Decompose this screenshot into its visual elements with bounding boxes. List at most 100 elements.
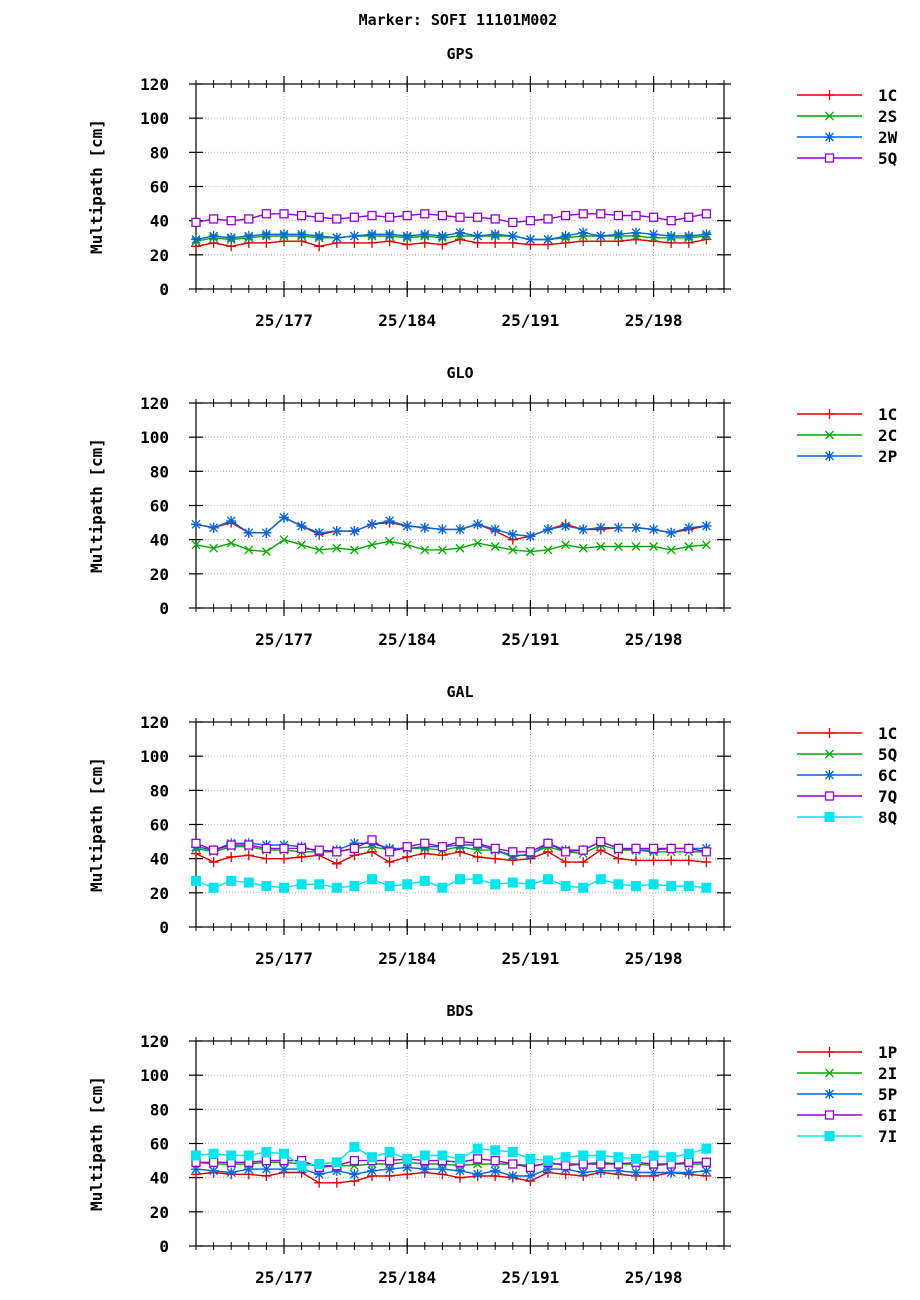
data-point	[261, 1155, 272, 1166]
data-point	[543, 214, 553, 224]
legend-label: 1C	[878, 86, 897, 105]
data-point	[402, 521, 413, 531]
data-point	[490, 1145, 501, 1156]
data-point	[631, 227, 641, 238]
y-tick-label: 80	[150, 462, 169, 481]
legend-marker	[824, 1110, 835, 1120]
data-point	[279, 512, 289, 523]
data-point	[261, 843, 272, 854]
panel-title-bds: BDS	[446, 1002, 473, 1020]
data-point	[332, 214, 342, 224]
data-point	[525, 234, 536, 245]
data-point	[226, 840, 236, 850]
data-point	[367, 1152, 377, 1163]
data-point	[648, 1159, 659, 1169]
y-tick-label: 20	[150, 246, 169, 265]
data-point	[437, 1164, 448, 1175]
series-line	[195, 238, 707, 248]
data-point	[279, 1148, 289, 1159]
data-point	[367, 846, 377, 857]
data-point	[525, 1170, 536, 1181]
data-point	[507, 877, 518, 888]
y-tick-label: 40	[150, 1169, 169, 1188]
data-point	[596, 209, 606, 219]
data-point	[543, 1155, 553, 1166]
data-point	[208, 214, 219, 224]
legend-marker	[824, 451, 835, 461]
data-point	[525, 847, 536, 857]
y-tick-label: 120	[140, 394, 169, 413]
data-point	[243, 877, 254, 888]
series-bds-7i	[191, 1141, 712, 1171]
data-point	[666, 1167, 677, 1178]
data-point	[648, 1150, 659, 1161]
data-point	[701, 1165, 712, 1176]
legend-label: 2W	[878, 128, 898, 147]
data-point	[525, 547, 535, 557]
series-line	[195, 849, 707, 865]
data-point	[596, 542, 606, 551]
data-point	[420, 838, 430, 848]
data-point	[490, 542, 500, 551]
data-point	[367, 237, 377, 248]
data-point	[578, 857, 589, 868]
data-point	[314, 845, 324, 855]
data-point	[560, 1161, 571, 1171]
legend-bds: 1P 2I 5P 6I 7I	[797, 1043, 897, 1146]
x-tick-label: 25/198	[625, 630, 683, 649]
data-point	[595, 845, 606, 856]
data-point	[683, 855, 694, 866]
data-point	[508, 1159, 518, 1169]
data-point	[402, 210, 412, 221]
data-point	[701, 521, 712, 531]
x-tick-label: 25/177	[255, 311, 313, 330]
data-point	[472, 231, 483, 242]
x-tick-label: 25/191	[502, 311, 560, 330]
data-point	[455, 212, 465, 222]
y-tick-label: 80	[150, 781, 169, 800]
data-point	[437, 524, 448, 535]
legend-marker	[824, 1089, 835, 1099]
data-point	[507, 529, 518, 540]
legend-glo: 1C 2C 2P	[797, 405, 897, 466]
data-point	[701, 1157, 712, 1167]
data-point	[208, 882, 219, 893]
y-axis-label: Multipath [cm]	[87, 757, 106, 892]
y-tick-label: 60	[150, 816, 169, 835]
series-glo-2p	[191, 512, 712, 542]
data-point	[402, 851, 413, 862]
data-point	[701, 229, 712, 240]
panel-bds: BDS 0 20 40 60 80 100 120 25/177 25/184 25/191 25/1…	[87, 1002, 897, 1287]
y-tick-label: 0	[159, 1237, 169, 1256]
data-point	[560, 1152, 571, 1163]
legend-marker	[824, 791, 835, 801]
data-point	[666, 527, 677, 538]
legend-label: 2S	[878, 107, 897, 126]
data-point	[384, 1155, 395, 1166]
data-point	[578, 236, 589, 247]
data-point	[261, 209, 272, 219]
data-point	[631, 855, 641, 866]
legend-marker	[825, 111, 834, 121]
data-point	[648, 879, 659, 890]
data-point	[384, 1164, 395, 1175]
legend-marker	[824, 1131, 835, 1141]
data-point	[666, 545, 676, 555]
data-point	[296, 1160, 307, 1171]
data-point	[331, 1165, 342, 1176]
data-point	[279, 229, 289, 240]
data-point	[473, 538, 483, 548]
legend-marker	[824, 132, 835, 142]
data-point	[648, 212, 659, 222]
data-point	[226, 232, 237, 243]
data-point	[296, 843, 307, 854]
data-point	[314, 527, 325, 538]
data-point	[595, 231, 606, 242]
data-point	[613, 843, 624, 854]
data-point	[261, 881, 272, 891]
data-point	[525, 1153, 536, 1164]
data-point	[701, 209, 712, 219]
data-point	[349, 212, 360, 222]
data-point	[472, 519, 483, 530]
